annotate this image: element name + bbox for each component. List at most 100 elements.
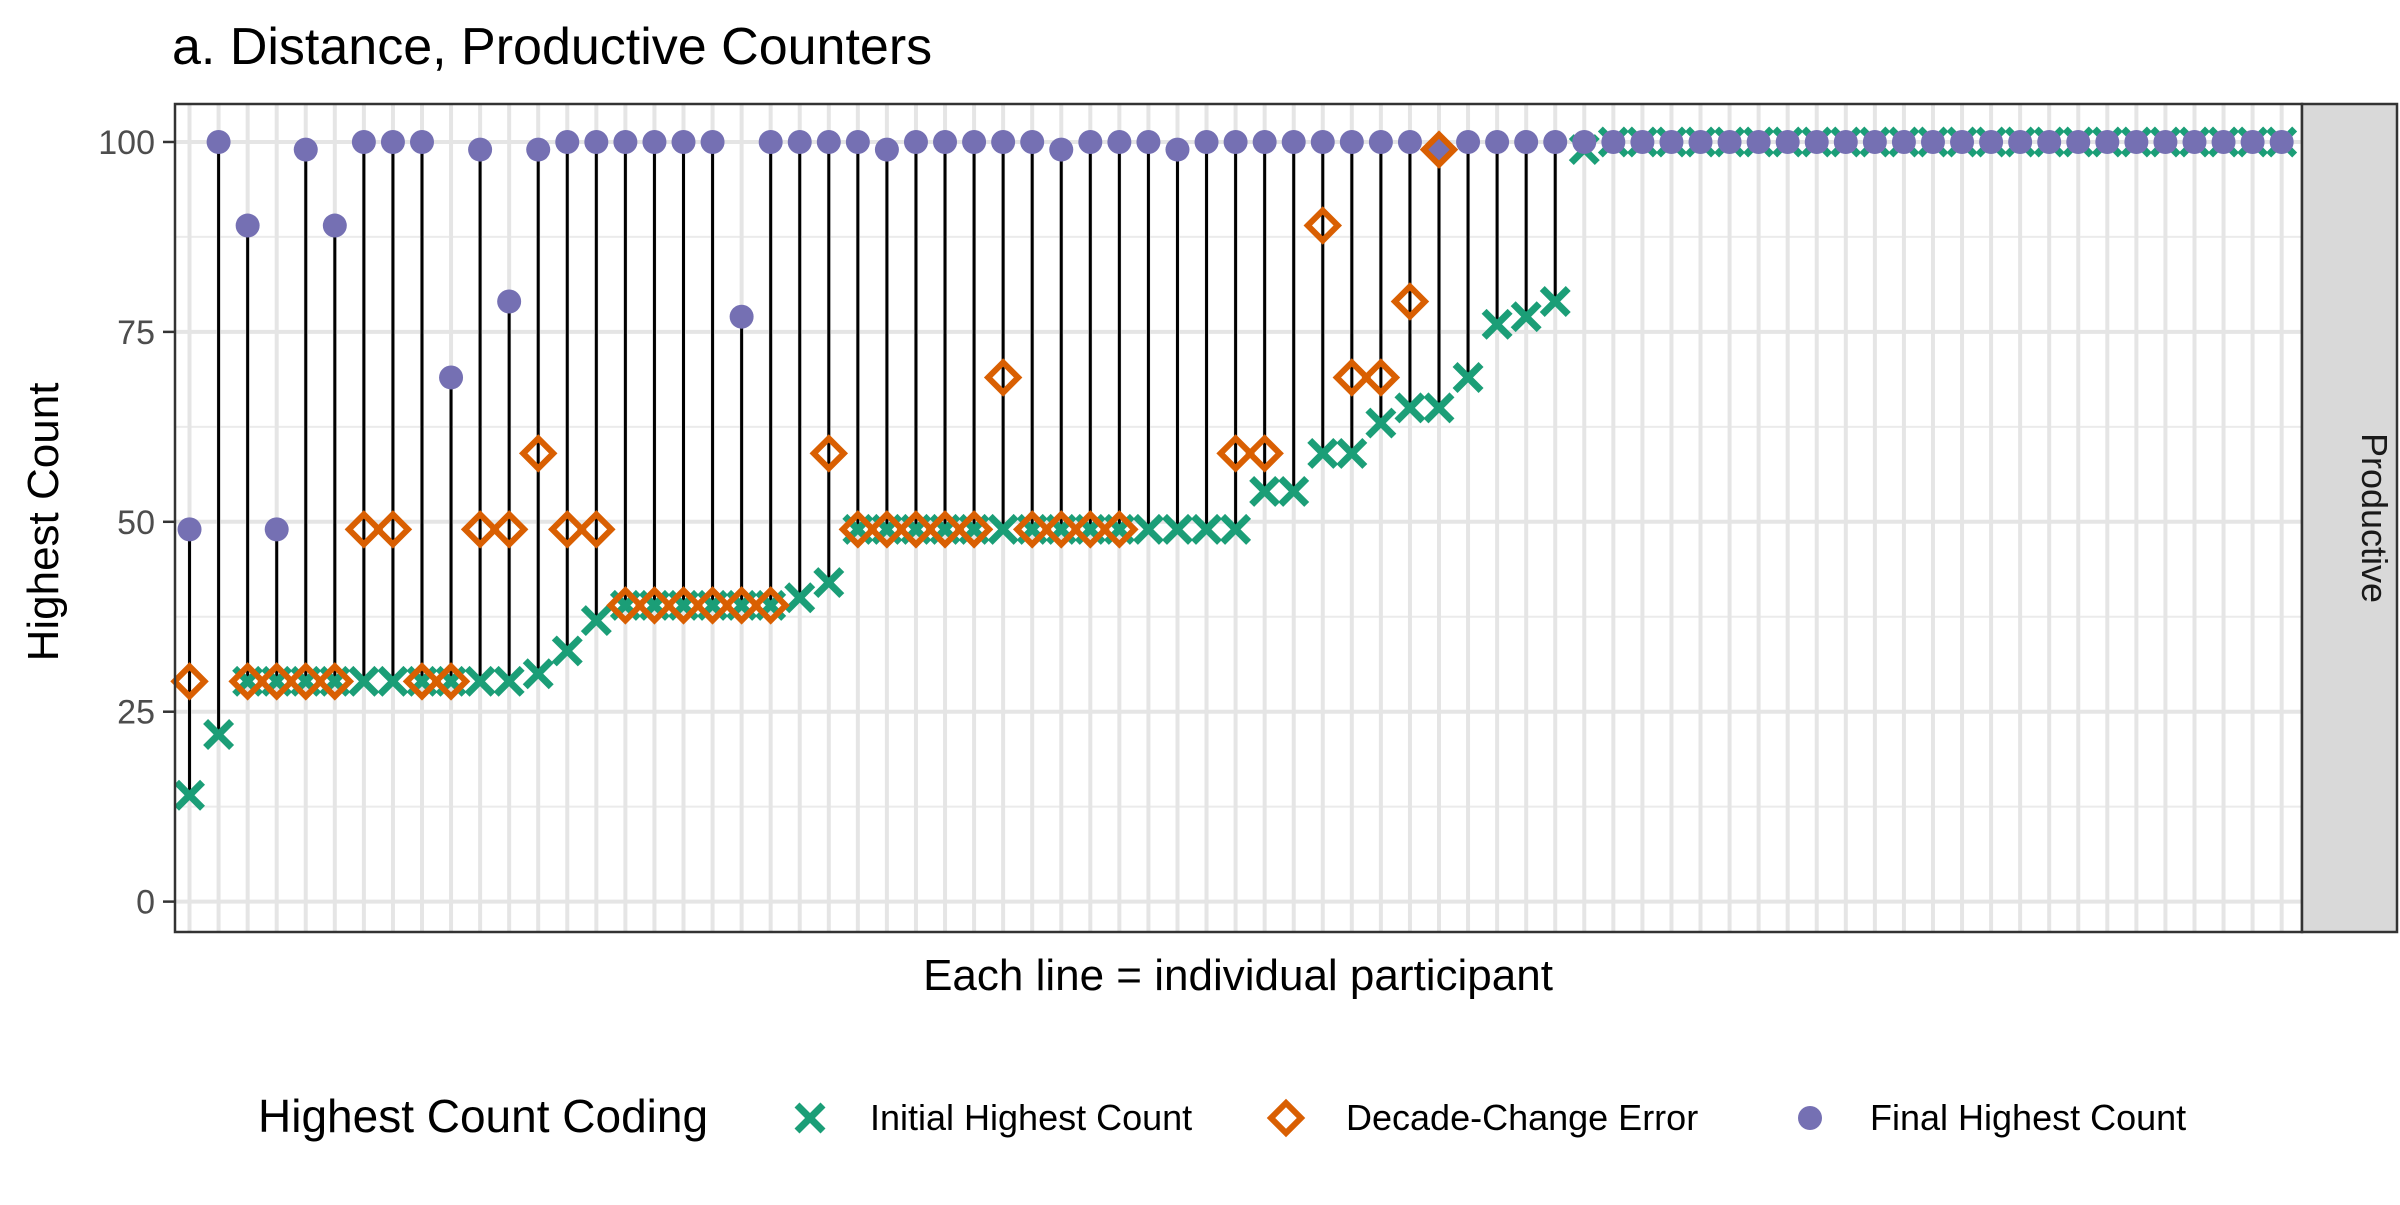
legend-title: Highest Count Coding: [258, 1090, 708, 1142]
data-point: [693, 586, 732, 625]
data-point: [526, 137, 551, 162]
x-stroke: [1394, 392, 1426, 424]
data-point: [577, 510, 616, 549]
data-point: [722, 586, 761, 625]
circle-icon: [1798, 1106, 1822, 1130]
data-point: [1539, 286, 1571, 317]
data-point: [1659, 129, 1684, 154]
data-point: [1775, 129, 1800, 154]
data-point: [522, 658, 554, 690]
data-point: [1397, 129, 1422, 154]
chart-title: a. Distance, Productive Counters: [172, 18, 932, 76]
data-point: [1136, 129, 1161, 154]
data-point: [1891, 129, 1916, 154]
data-point: [1303, 206, 1343, 245]
data-point: [1339, 129, 1364, 154]
data-point: [380, 129, 405, 154]
data-point: [351, 129, 376, 154]
x-stroke: [813, 567, 845, 599]
x-stroke: [580, 605, 612, 637]
x-stroke: [1423, 392, 1455, 424]
data-point: [1390, 282, 1430, 321]
data-point: [1481, 308, 1513, 340]
data-point: [1281, 129, 1306, 154]
y-tick-label: 25: [117, 694, 155, 732]
legend-items: Initial Highest Count Decade-Change Error…: [794, 1097, 2186, 1138]
facet-strip-background: [2300, 102, 2399, 934]
participant-lines: [188, 141, 1586, 796]
data-point: [177, 517, 202, 542]
data-point: [613, 129, 638, 154]
data-point: [348, 665, 380, 697]
data-point: [2240, 129, 2265, 154]
y-tick-label: 50: [117, 504, 155, 542]
diamond-icon: [1266, 1098, 1306, 1138]
x-stroke: [1481, 308, 1513, 340]
x-stroke: [1307, 437, 1339, 469]
x-stroke: [522, 658, 554, 690]
data-point: [235, 213, 260, 238]
data-point: [787, 129, 812, 154]
data-point: [845, 129, 870, 154]
data-point: [2182, 129, 2207, 154]
data-point: [2124, 129, 2149, 154]
data-point: [784, 582, 816, 614]
data-point: [2153, 129, 2178, 154]
legend-label: Decade-Change Error: [1346, 1097, 1698, 1138]
data-point: [1078, 129, 1103, 154]
data-point: [1194, 129, 1219, 154]
data-point: [1245, 434, 1284, 473]
data-point: [816, 129, 841, 154]
x-stroke: [1220, 513, 1252, 545]
x-axis-title: Each line = individual participant: [923, 951, 1553, 1000]
data-point: [991, 129, 1016, 154]
data-point: [2269, 129, 2294, 154]
data-point: [664, 586, 703, 625]
legend: Highest Count Coding Initial Highest Cou…: [258, 1090, 2186, 1142]
data-point: [933, 129, 958, 154]
legend-label: Initial Highest Count: [870, 1097, 1192, 1138]
data-point: [1332, 358, 1372, 397]
data-point: [700, 129, 725, 154]
data-point: [518, 434, 558, 473]
data-point: [409, 129, 434, 154]
data-point: [2095, 129, 2120, 154]
data-point: [874, 137, 899, 162]
x-stroke: [784, 582, 816, 614]
data-point: [293, 137, 318, 162]
data-point: [1601, 129, 1626, 154]
data-point: [344, 510, 384, 549]
data-point: [315, 662, 355, 701]
data-point: [1572, 129, 1597, 154]
data-point: [548, 510, 587, 549]
data-point: [1368, 129, 1393, 154]
data-point: [1361, 358, 1401, 397]
y-tick-label: 75: [117, 314, 155, 352]
y-axis: 0 25 50 75 100: [98, 124, 175, 922]
y-tick-label: 100: [98, 124, 155, 162]
data-point: [1162, 513, 1193, 545]
y-tick-label: 0: [136, 884, 155, 922]
data-point: [1132, 513, 1164, 545]
x-stroke: [794, 1102, 826, 1134]
x-stroke: [493, 665, 525, 697]
data-point: [580, 605, 612, 637]
x-stroke: [1191, 513, 1223, 545]
data-point: [257, 662, 296, 701]
x-icon: [794, 1102, 826, 1134]
data-point: [1456, 129, 1481, 154]
data-point: [2066, 129, 2091, 154]
data-point: [1365, 407, 1397, 439]
data-point: [489, 510, 529, 549]
x-stroke: [1539, 286, 1571, 317]
x-stroke: [1162, 513, 1193, 545]
data-point: [402, 662, 442, 701]
x-stroke: [1132, 513, 1164, 545]
data-point: [174, 779, 206, 811]
x-stroke: [464, 665, 496, 697]
data-point: [751, 586, 790, 625]
facet-strip: Productive: [2300, 102, 2399, 934]
data-point: [1688, 129, 1713, 154]
